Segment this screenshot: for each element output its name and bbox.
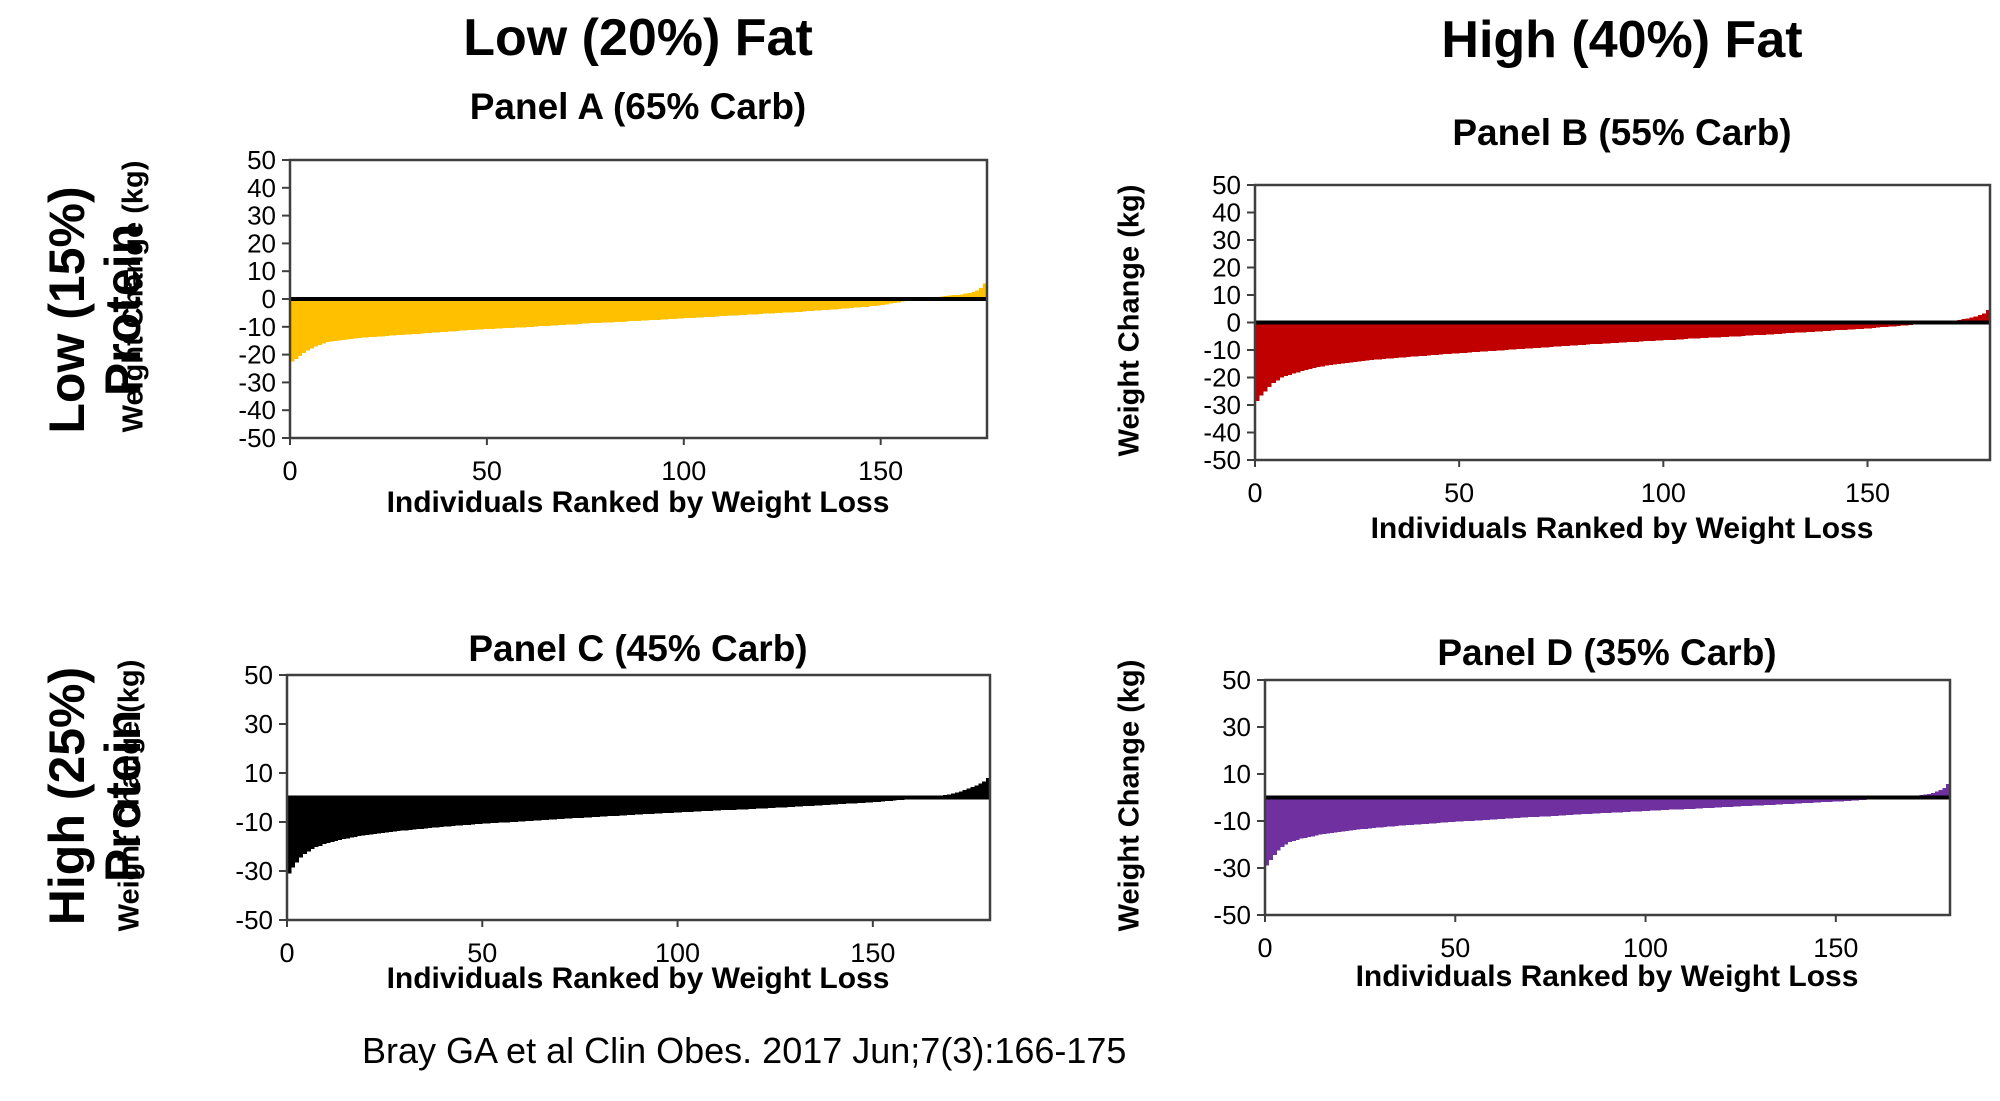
svg-text:10: 10 — [244, 758, 273, 788]
svg-text:-50: -50 — [235, 905, 273, 935]
panel-d-title: Panel D (35% Carb) — [1437, 632, 1777, 673]
svg-text:20: 20 — [247, 228, 276, 258]
svg-text:-10: -10 — [238, 312, 276, 342]
svg-text:100: 100 — [655, 938, 700, 968]
svg-text:-20: -20 — [1203, 363, 1241, 393]
panel-c-title: Panel C (45% Carb) — [468, 628, 808, 669]
panel-b-x-axis-label: Individuals Ranked by Weight Loss — [1370, 512, 1874, 545]
svg-text:-30: -30 — [1213, 853, 1251, 883]
panel-c-chart: 50 30 10 -10 -30 -500 50 100 150 — [235, 660, 992, 968]
svg-text:100: 100 — [661, 456, 706, 486]
svg-text:0: 0 — [1257, 933, 1272, 963]
row-header-line1: Low (15%) — [39, 186, 95, 434]
svg-text:0: 0 — [282, 456, 297, 486]
panel-d-y-axis-label: Weight Change (kg) — [1113, 659, 1146, 932]
svg-text:30: 30 — [1212, 225, 1241, 255]
panel-b-y-axis-label: Weight Change (kg) — [1113, 184, 1146, 457]
svg-text:150: 150 — [1845, 478, 1890, 508]
svg-text:50: 50 — [244, 660, 273, 690]
citation: Bray GA et al Clin Obes. 2017 Jun;7(3):1… — [362, 1030, 1127, 1071]
svg-text:-50: -50 — [1213, 900, 1251, 930]
panel-b-title: Panel B (55% Carb) — [1452, 112, 1792, 153]
row-header-high-protein: High (25%) Protein — [10, 620, 180, 970]
svg-text:50: 50 — [247, 145, 276, 175]
column-header-high-fat: High (40%) Fat — [1441, 11, 1803, 69]
svg-text:50: 50 — [1212, 170, 1241, 200]
svg-text:40: 40 — [247, 173, 276, 203]
svg-text:-30: -30 — [238, 367, 276, 397]
svg-text:30: 30 — [1222, 712, 1251, 742]
svg-text:-40: -40 — [238, 395, 276, 425]
svg-text:50: 50 — [467, 938, 497, 968]
svg-text:40: 40 — [1212, 198, 1241, 228]
svg-text:-40: -40 — [1203, 418, 1241, 448]
svg-text:-10: -10 — [1203, 335, 1241, 365]
svg-text:-10: -10 — [235, 807, 273, 837]
panel-d-chart: 50 30 10 -10 -30 -500 50 100 150 — [1213, 665, 1952, 963]
svg-text:50: 50 — [1222, 665, 1251, 695]
svg-text:-50: -50 — [1203, 445, 1241, 475]
svg-text:100: 100 — [1641, 478, 1686, 508]
svg-text:100: 100 — [1623, 933, 1668, 963]
svg-text:0: 0 — [1227, 308, 1241, 338]
svg-text:150: 150 — [858, 456, 903, 486]
svg-text:-30: -30 — [235, 856, 273, 886]
panel-a-x-axis-label: Individuals Ranked by Weight Loss — [386, 486, 890, 519]
svg-text:-30: -30 — [1203, 390, 1241, 420]
panel-c-y-axis-label: Weight Change (kg) — [113, 659, 146, 932]
svg-text:10: 10 — [247, 256, 276, 286]
svg-text:50: 50 — [1444, 478, 1474, 508]
svg-text:50: 50 — [472, 456, 502, 486]
svg-text:20: 20 — [1212, 253, 1241, 283]
svg-text:50: 50 — [1440, 933, 1470, 963]
svg-text:0: 0 — [1247, 478, 1262, 508]
svg-text:10: 10 — [1212, 280, 1241, 310]
panel-a-title: Panel A (65% Carb) — [469, 86, 807, 127]
panel-d-x-axis-label: Individuals Ranked by Weight Loss — [1355, 960, 1859, 993]
column-header-low-fat: Low (20%) Fat — [463, 9, 813, 67]
svg-text:10: 10 — [1222, 759, 1251, 789]
svg-text:30: 30 — [247, 201, 276, 231]
svg-text:-20: -20 — [238, 340, 276, 370]
svg-text:30: 30 — [244, 709, 273, 739]
row-header-line1: High (25%) — [39, 666, 95, 926]
svg-text:150: 150 — [850, 938, 895, 968]
svg-text:0: 0 — [262, 284, 276, 314]
panel-a-y-axis-label: Weight Change (kg) — [117, 160, 150, 433]
svg-text:0: 0 — [279, 938, 294, 968]
svg-text:-10: -10 — [1213, 806, 1251, 836]
svg-text:-50: -50 — [238, 423, 276, 453]
panel-c-x-axis-label: Individuals Ranked by Weight Loss — [386, 962, 890, 995]
svg-text:150: 150 — [1813, 933, 1858, 963]
